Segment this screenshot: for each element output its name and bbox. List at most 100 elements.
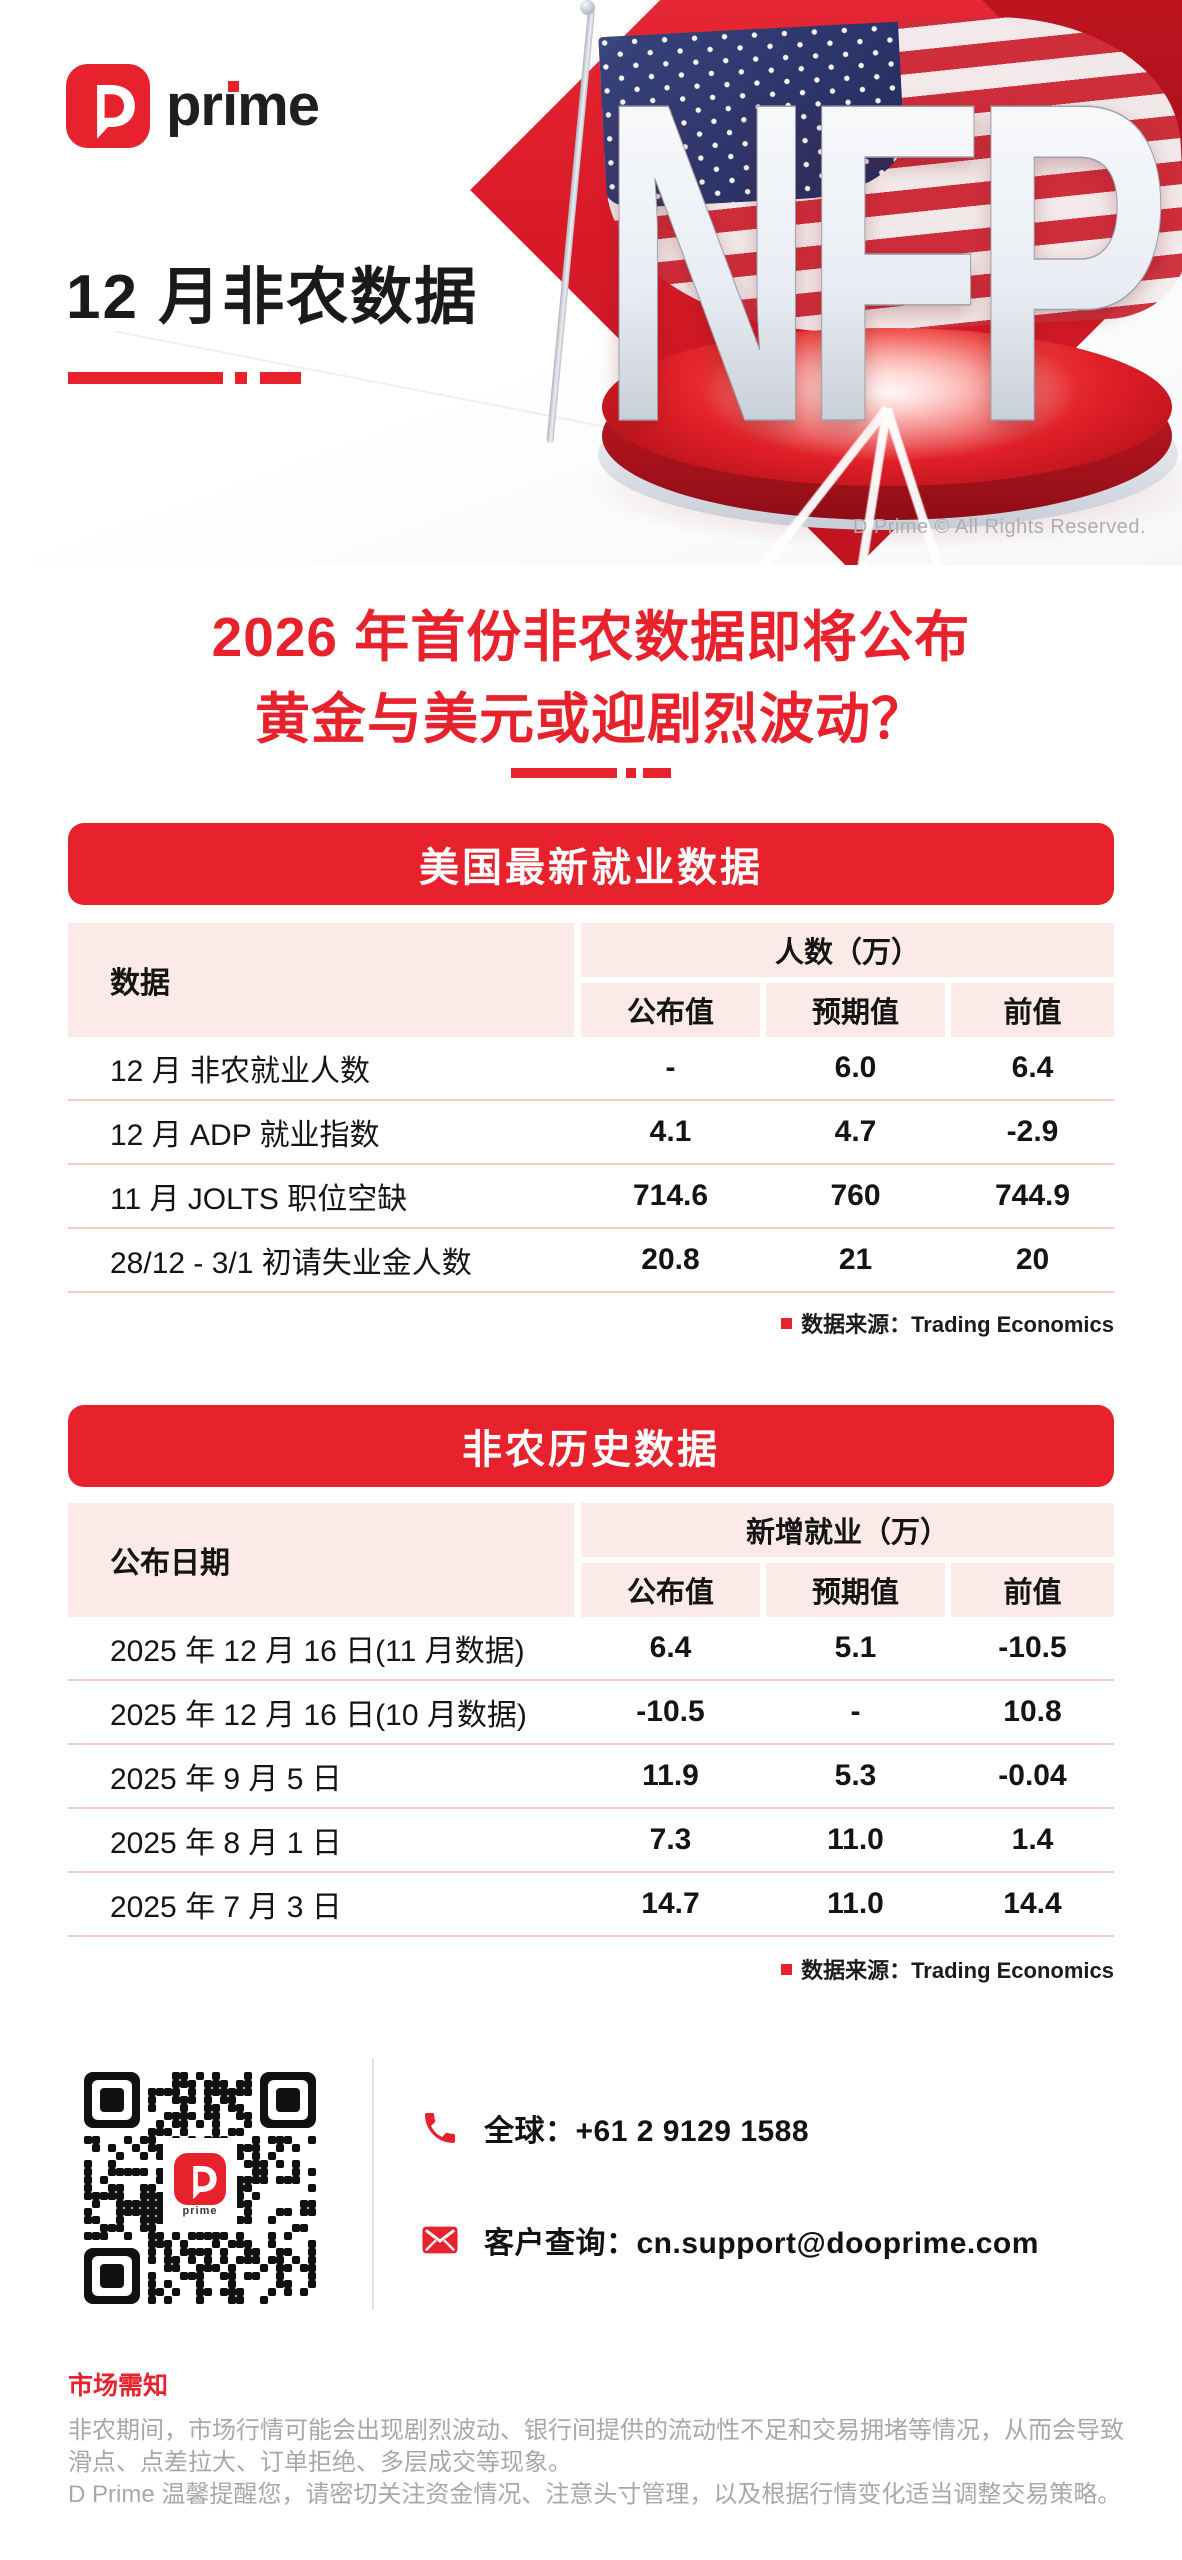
flag-pole-finial [580, 0, 595, 15]
section-nfp-history: 非农历史数据 公布日期 新增就业（万） 公布值 预期值 前值 2025 年 12… [68, 1405, 1114, 1985]
col-group-header: 人数（万） [581, 923, 1114, 977]
source-text: 数据来源：Trading Economics [801, 1312, 1114, 1337]
row-expected: 6.0 [834, 1051, 877, 1084]
row-previous: -10.5 [998, 1631, 1067, 1664]
row-published: 20.8 [641, 1243, 700, 1276]
table-row: 12 月 非农就业人数 - 6.0 6.4 [68, 1037, 1114, 1101]
wordmark-i-dot [228, 81, 239, 92]
section-latest-employment: 美国最新就业数据 数据 人数（万） 公布值 预期值 前值 12 月 非农就业人数… [68, 823, 1114, 1343]
section1-banner: 美国最新就业数据 [68, 823, 1114, 905]
disclaimer-line2: 滑点、点差拉大、订单拒绝、多层成交等现象。 [68, 2449, 572, 2476]
row-published: - [665, 1051, 676, 1084]
source-bullet-icon [781, 1963, 793, 1975]
row-published: 7.3 [649, 1823, 692, 1856]
headline-line1: 2026 年首份非农数据即将公布 [211, 606, 971, 668]
row-previous: 20 [1015, 1243, 1050, 1276]
row-expected: 11.0 [827, 1823, 884, 1856]
row-expected: 21 [838, 1243, 873, 1276]
contact-section: prime 全球：+61 2 9129 1588 客户查询：cn.support… [68, 2050, 1114, 2330]
source-bullet-icon [781, 1317, 793, 1329]
phone-row: 全球：+61 2 9129 1588 [420, 2106, 809, 2150]
headline-line2: 黄金与美元或迎剧烈波动？ [254, 688, 927, 750]
row-label: 12 月 非农就业人数 [110, 1055, 371, 1088]
row-label: 12 月 ADP 就业指数 [110, 1119, 380, 1152]
table-row: 2025 年 7 月 3 日 14.7 11.0 14.4 [68, 1873, 1114, 1937]
row-label: 2025 年 12 月 16 日(11 月数据) [110, 1635, 525, 1668]
row-expected: 5.3 [834, 1759, 877, 1792]
title-underline-decoration [68, 372, 301, 384]
table-row: 2025 年 9 月 5 日 11.9 5.3 -0.04 [68, 1745, 1114, 1809]
nfp-3d-text-graphic: NFP [598, 7, 1177, 448]
row-previous: 6.4 [1011, 1051, 1054, 1084]
col-header-expected: 预期值 [766, 1563, 945, 1617]
row-label: 2025 年 7 月 3 日 [110, 1891, 342, 1924]
table-row: 28/12 - 3/1 初请失业金人数 20.8 21 20 [68, 1229, 1114, 1293]
row-previous: 1.4 [1011, 1823, 1054, 1856]
disclaimer-line1: 非农期间，市场行情可能会出现剧烈波动、银行间提供的流动性不足和交易拥堵等情况，从… [68, 2417, 1124, 2444]
phone-number[interactable]: 全球：+61 2 9129 1588 [484, 2115, 810, 2148]
qr-code[interactable]: prime [84, 2072, 316, 2304]
row-label: 28/12 - 3/1 初请失业金人数 [110, 1247, 472, 1280]
table-row: 2025 年 12 月 16 日(11 月数据) 6.4 5.1 -10.5 [68, 1617, 1114, 1681]
row-label: 11 月 JOLTS 职位空缺 [110, 1183, 408, 1216]
nfp-text: NFP [599, 8, 1163, 448]
col-header-published: 公布值 [581, 983, 760, 1037]
hero-banner: NFP D Prime © All Rights Reserved. [0, 0, 1182, 565]
qr-center-logo: prime [163, 2138, 237, 2232]
copyright-text: D Prime © All Rights Reserved. [852, 516, 1146, 538]
row-previous: 14.4 [1003, 1887, 1062, 1920]
phone-icon [425, 2113, 455, 2143]
row-previous: 744.9 [994, 1179, 1071, 1212]
row-published: 11.9 [642, 1759, 699, 1792]
wordmark-pre: pr [166, 73, 223, 138]
row-expected: 11.0 [827, 1887, 884, 1920]
row-published: 714.6 [632, 1179, 709, 1212]
col-header-previous: 前值 [951, 1563, 1114, 1617]
table-row: 11 月 JOLTS 职位空缺 714.6 760 744.9 [68, 1165, 1114, 1229]
row-previous: -2.9 [1006, 1115, 1059, 1148]
source-text: 数据来源：Trading Economics [801, 1958, 1114, 1983]
headline-underline-decoration [511, 768, 671, 778]
row-expected: 760 [830, 1179, 881, 1212]
footer-disclaimer: 市场需知 非农期间，市场行情可能会出现剧烈波动、银行间提供的流动性不足和交易拥堵… [68, 2366, 1128, 2511]
section2-table-body: 2025 年 12 月 16 日(11 月数据) 6.4 5.1 -10.5 2… [68, 1617, 1114, 1937]
section2-table-header: 公布日期 新增就业（万） 公布值 预期值 前值 [68, 1503, 1114, 1617]
vertical-divider [372, 2058, 374, 2310]
row-label: 2025 年 8 月 1 日 [110, 1827, 342, 1860]
row-expected: - [850, 1695, 861, 1728]
col-header-date: 公布日期 [68, 1503, 574, 1617]
section1-table-body: 12 月 非农就业人数 - 6.0 6.4 12 月 ADP 就业指数 4.1 … [68, 1037, 1114, 1293]
qr-center-label: prime [182, 2204, 218, 2217]
podium-glow [700, 322, 1080, 462]
support-email[interactable]: 客户查询：cn.support@dooprime.com [484, 2227, 1039, 2260]
section2-banner: 非农历史数据 [68, 1405, 1114, 1487]
row-published: -10.5 [636, 1695, 705, 1728]
page-title: 12 月非农数据 [66, 263, 479, 332]
col-header-data: 数据 [68, 923, 574, 1037]
row-expected: 4.7 [834, 1115, 877, 1148]
wordmark-post: me [237, 73, 320, 138]
col-header-expected: 预期值 [766, 983, 945, 1037]
dprime-logo-mark-icon [174, 2152, 226, 2205]
email-row: 客户查询：cn.support@dooprime.com [420, 2218, 1039, 2262]
table-row: 2025 年 12 月 16 日(10 月数据) -10.5 - 10.8 [68, 1681, 1114, 1745]
data-source-note: 数据来源：Trading Economics [781, 1307, 1114, 1339]
disclaimer-title: 市场需知 [68, 2372, 169, 2400]
dprime-logo-mark-icon [66, 64, 150, 148]
row-previous: -0.04 [998, 1759, 1067, 1792]
col-group-header: 新增就业（万） [581, 1503, 1114, 1557]
row-expected: 5.1 [834, 1631, 877, 1664]
row-published: 6.4 [649, 1631, 692, 1664]
headline: 2026 年首份非农数据即将公布 黄金与美元或迎剧烈波动？ [0, 596, 1182, 760]
col-header-previous: 前值 [951, 983, 1114, 1037]
table-row: 2025 年 8 月 1 日 7.3 11.0 1.4 [68, 1809, 1114, 1873]
section1-table-header: 数据 人数（万） 公布值 预期值 前值 [68, 923, 1114, 1037]
data-source-note: 数据来源：Trading Economics [781, 1953, 1114, 1985]
row-label: 2025 年 12 月 16 日(10 月数据) [110, 1699, 527, 1732]
email-icon [422, 2226, 458, 2254]
col-header-published: 公布值 [581, 1563, 760, 1617]
row-previous: 10.8 [1003, 1695, 1062, 1728]
row-published: 14.7 [641, 1887, 700, 1920]
dprime-logo: prıme [66, 64, 320, 148]
